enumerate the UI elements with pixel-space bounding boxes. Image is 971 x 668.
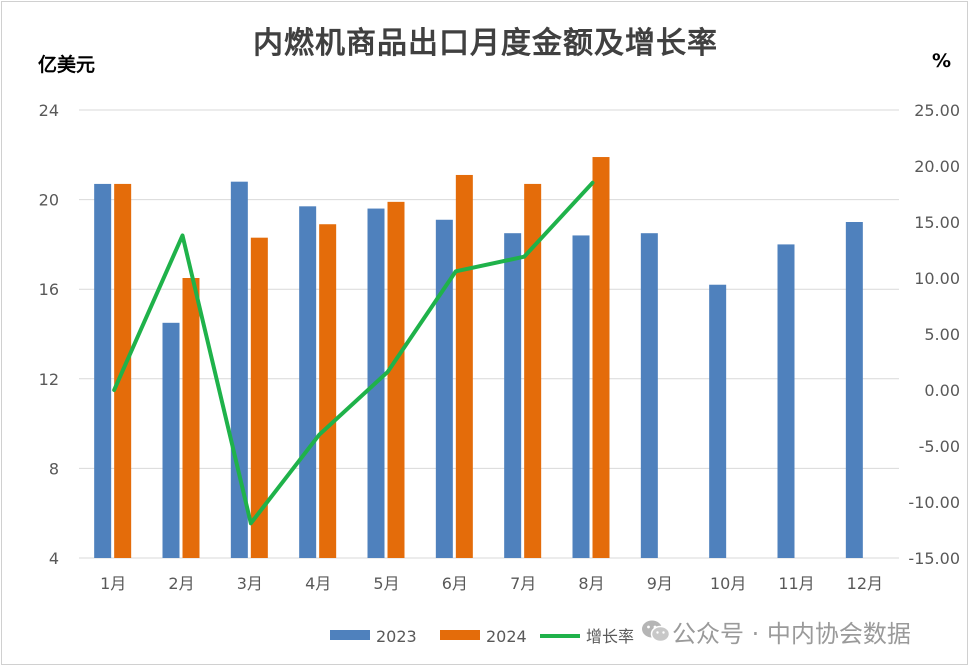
x-tick-label: 4月 [305, 574, 331, 593]
x-tick-label: 6月 [442, 574, 468, 593]
left-tick-label: 20 [39, 191, 59, 210]
bar-2023 [845, 222, 863, 558]
bar-2024 [387, 201, 405, 558]
x-tick-label: 3月 [237, 574, 263, 593]
x-tick-label: 8月 [578, 574, 604, 593]
left-tick-label: 4 [49, 549, 59, 568]
bar-2023 [435, 219, 453, 558]
left-tick-label: 24 [39, 101, 59, 120]
right-tick-label: 25.00 [914, 101, 960, 120]
right-tick-label: 20.00 [914, 157, 960, 176]
watermark-text: 公众号 · 中内协会数据 [672, 620, 911, 648]
bar-2023 [709, 284, 727, 558]
right-tick-label: 0.00 [924, 381, 960, 400]
left-axis-unit: 亿美元 [38, 54, 96, 76]
bar-2024 [182, 278, 200, 558]
x-tick-label: 2月 [168, 574, 194, 593]
x-tick-label: 11月 [778, 574, 814, 593]
x-tick-label: 1月 [100, 574, 126, 593]
x-tick-label: 12月 [847, 574, 883, 593]
legend-swatch [440, 630, 480, 640]
legend-swatch [330, 630, 370, 640]
legend-label: 增长率 [586, 627, 634, 646]
legend-label: 2024 [486, 627, 527, 646]
bar-2024 [524, 183, 542, 559]
right-tick-label: -5.00 [919, 437, 960, 456]
x-tick-label: 10月 [710, 574, 746, 593]
chart-title: 内燃机商品出口月度金额及增长率 [253, 26, 718, 61]
right-tick-label: -15.00 [908, 549, 960, 568]
right-tick-label: -10.00 [908, 493, 960, 512]
bar-2024 [319, 224, 337, 559]
bar-2023 [299, 206, 317, 558]
bar-2023 [94, 183, 112, 559]
left-tick-label: 12 [39, 370, 59, 389]
bar-2023 [640, 233, 658, 558]
growth-rate-line [112, 180, 595, 526]
bar-2024 [455, 174, 473, 558]
wechat-icon [641, 618, 671, 648]
legend-label: 2023 [376, 627, 417, 646]
left-tick-label: 16 [39, 280, 59, 299]
bar-2024 [592, 157, 610, 559]
right-tick-label: 5.00 [924, 325, 960, 344]
right-axis-unit: % [932, 50, 952, 72]
x-tick-label: 5月 [373, 574, 399, 593]
right-tick-label: 10.00 [914, 269, 960, 288]
bar-2023 [572, 235, 590, 558]
bar-2024 [250, 237, 268, 558]
left-tick-label: 8 [49, 459, 59, 478]
bar-2023 [504, 233, 522, 558]
x-tick-label: 7月 [510, 574, 536, 593]
right-tick-label: 15.00 [914, 213, 960, 232]
bar-2023 [162, 322, 180, 558]
bar-2023 [777, 244, 795, 558]
x-tick-label: 9月 [647, 574, 673, 593]
